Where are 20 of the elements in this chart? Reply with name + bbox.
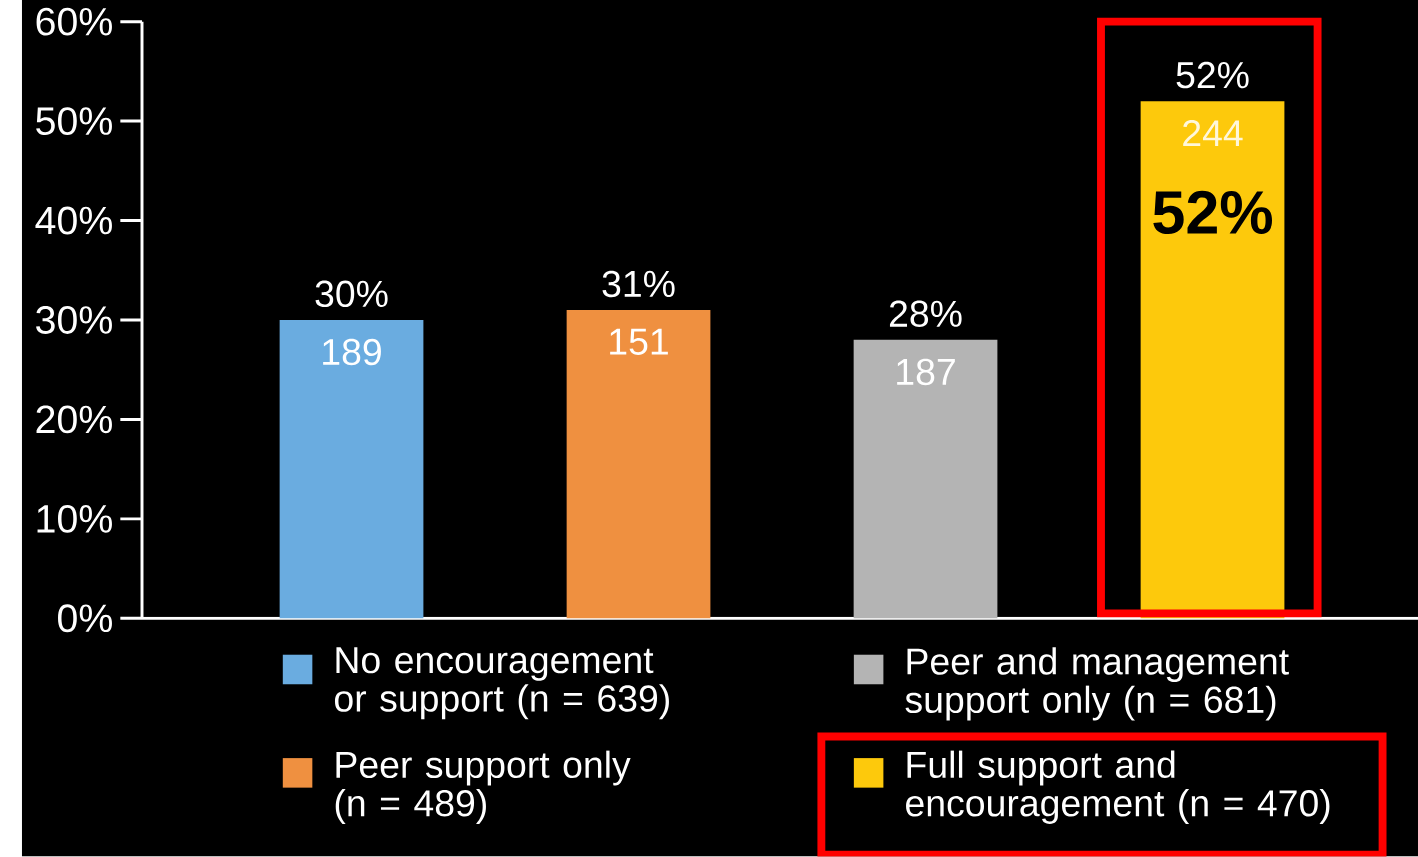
data-label: 30%: [315, 280, 388, 308]
annotation: 151: [610, 329, 668, 356]
y-tick-label: 0%: [58, 604, 112, 633]
y-tick-label: 40%: [35, 206, 112, 235]
y-tick-label: 60%: [36, 7, 112, 36]
data-label: 52%: [1176, 62, 1249, 89]
legend-label: Peer and management support only (n = 681): [905, 647, 1289, 721]
data-label: 31%: [602, 270, 675, 298]
legend-label: Full support and encouragement (n = 470): [906, 750, 1330, 825]
annotation: 187: [897, 358, 955, 386]
y-tick-label: 10%: [37, 505, 112, 533]
legend-label: Peer support only (n = 489): [335, 750, 631, 825]
y-tick-label: 30%: [36, 306, 112, 335]
data-label: 28%: [889, 300, 962, 328]
legend-label: No encouragement or support (n = 639): [334, 647, 669, 720]
annotation: 189: [323, 338, 381, 366]
annotation: 244: [1183, 120, 1243, 147]
y-tick-label: 50%: [36, 107, 112, 136]
y-tick-label: 20%: [36, 405, 112, 434]
annotation: 52%: [1153, 191, 1272, 235]
